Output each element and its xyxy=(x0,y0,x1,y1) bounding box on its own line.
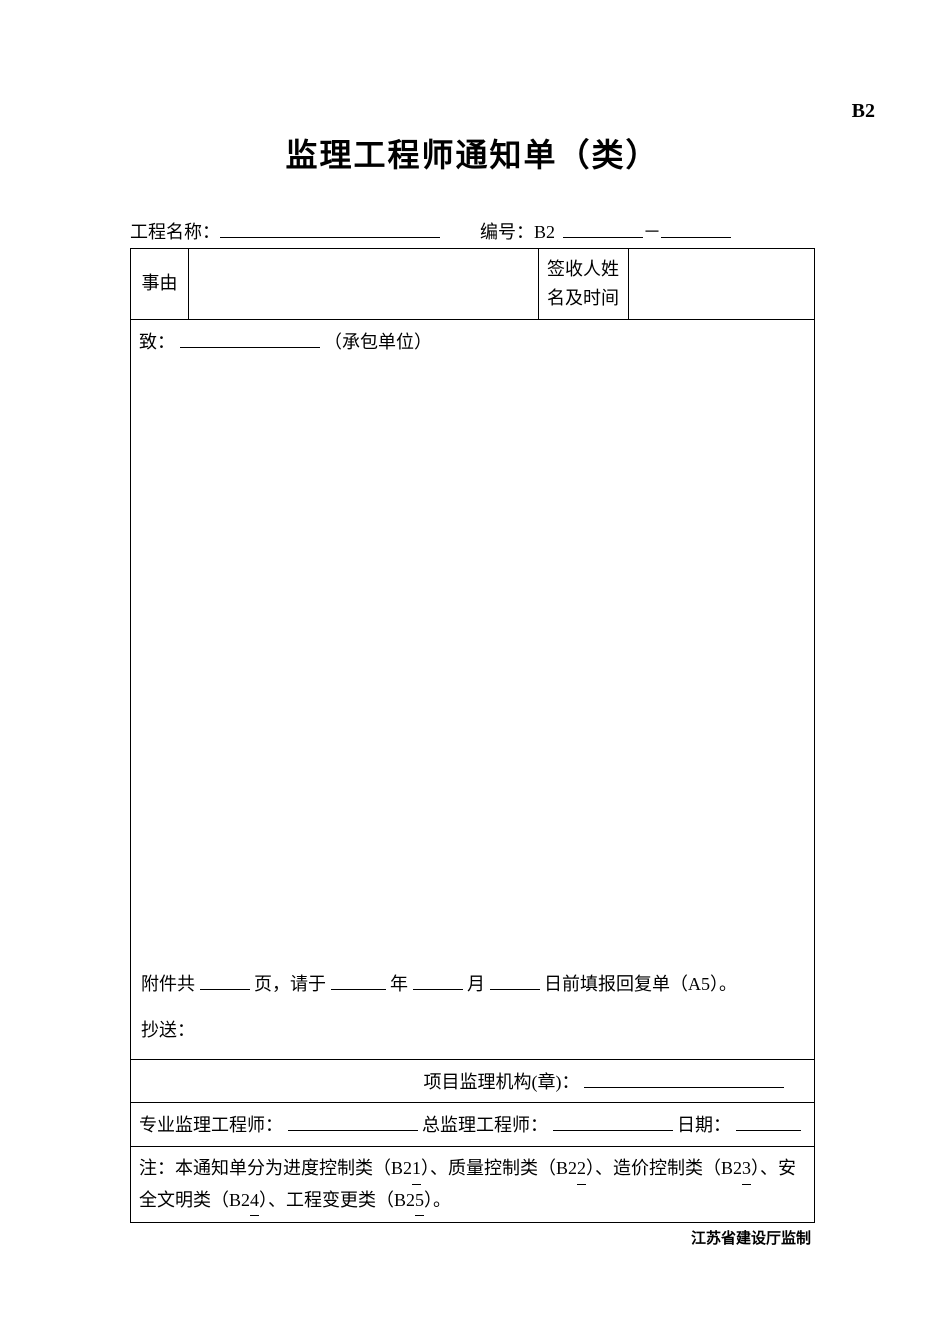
chief-engineer-label: 总监理工程师： xyxy=(422,1115,548,1135)
attach-day-field[interactable] xyxy=(490,968,540,990)
note-n1: 1 xyxy=(412,1153,421,1185)
note-cell: 注：本通知单分为进度控制类（B21）、质量控制类（B22）、造价控制类（B23 ）… xyxy=(131,1147,815,1223)
note-n2: 2 xyxy=(577,1153,586,1185)
to-line: 致： （承包单位） xyxy=(139,326,806,357)
chief-engineer-field[interactable] xyxy=(553,1109,673,1131)
number-dash: － xyxy=(643,218,661,244)
note-s4: ）、工程变更类（B2 xyxy=(259,1190,415,1210)
body-cell: 致： （承包单位） 附件共 页，请于 年 月 日前填报回复单（A5）。 抄 xyxy=(131,319,815,1059)
note-s2: ）、造价控制类（B2 xyxy=(586,1158,742,1178)
date-label: 日期： xyxy=(677,1115,731,1135)
row-signatures: 专业监理工程师： 总监理工程师： 日期： xyxy=(131,1103,815,1147)
signer-label: 签收人姓名及时间 xyxy=(539,249,629,320)
date-field[interactable] xyxy=(736,1109,801,1131)
number-field-2[interactable] xyxy=(661,216,731,238)
page-container: B2 监理工程师通知单（类） 工程名称： 编号：B2 － 事由 签收人姓名及时间… xyxy=(0,0,945,1248)
note-s5: ）。 xyxy=(424,1190,451,1210)
row-note: 注：本通知单分为进度控制类（B21）、质量控制类（B22）、造价控制类（B23 ）… xyxy=(131,1147,815,1223)
number-label: 编号：B2 xyxy=(480,218,555,244)
copy-line: 抄送： xyxy=(141,1016,195,1045)
copy-label: 抄送： xyxy=(141,1020,195,1040)
main-table: 事由 签收人姓名及时间 致： （承包单位） 附件共 页，请于 年 xyxy=(130,248,815,1223)
note-n3: 3 xyxy=(742,1153,751,1185)
attach-pages-field[interactable] xyxy=(200,968,250,990)
corner-code: B2 xyxy=(852,100,875,123)
org-cell: 项目监理机构(章)： xyxy=(131,1059,815,1103)
org-label: 项目监理机构(章)： xyxy=(424,1072,580,1092)
row-body: 致： （承包单位） 附件共 页，请于 年 月 日前填报回复单（A5）。 抄 xyxy=(131,319,815,1059)
note-prefix: 注：本通知单分为进度控制类（B2 xyxy=(139,1158,412,1178)
to-suffix: （承包单位） xyxy=(324,332,432,352)
note-n5: 5 xyxy=(415,1185,424,1217)
signer-field[interactable] xyxy=(629,249,815,320)
attach-mid2: 年 xyxy=(390,974,408,994)
row-org: 项目监理机构(章)： xyxy=(131,1059,815,1103)
attachment-line: 附件共 页，请于 年 月 日前填报回复单（A5）。 xyxy=(141,968,804,999)
number-field-1[interactable] xyxy=(563,216,643,238)
sign-cell: 专业监理工程师： 总监理工程师： 日期： xyxy=(131,1103,815,1147)
attach-prefix: 附件共 xyxy=(141,974,195,994)
note-n4: 4 xyxy=(250,1185,259,1217)
attach-mid4: 日前填报回复单（A5）。 xyxy=(544,974,737,994)
project-name-field[interactable] xyxy=(220,216,440,238)
document-title: 监理工程师通知单（类） xyxy=(130,130,815,176)
pro-engineer-label: 专业监理工程师： xyxy=(139,1115,283,1135)
attach-month-field[interactable] xyxy=(413,968,463,990)
project-name-label: 工程名称： xyxy=(130,218,220,244)
header-line: 工程名称： 编号：B2 － xyxy=(130,216,815,244)
reason-label: 事由 xyxy=(131,249,189,320)
to-prefix: 致： xyxy=(139,332,175,352)
attach-mid3: 月 xyxy=(467,974,485,994)
org-field[interactable] xyxy=(584,1066,784,1088)
to-contractor-field[interactable] xyxy=(180,326,320,348)
footer-note: 江苏省建设厅监制 xyxy=(130,1227,815,1248)
note-s1: ）、质量控制类（B2 xyxy=(421,1158,577,1178)
attach-mid1: 页，请于 xyxy=(254,974,326,994)
row-reason: 事由 签收人姓名及时间 xyxy=(131,249,815,320)
reason-field[interactable] xyxy=(189,249,539,320)
pro-engineer-field[interactable] xyxy=(288,1109,418,1131)
attach-year-field[interactable] xyxy=(331,968,386,990)
